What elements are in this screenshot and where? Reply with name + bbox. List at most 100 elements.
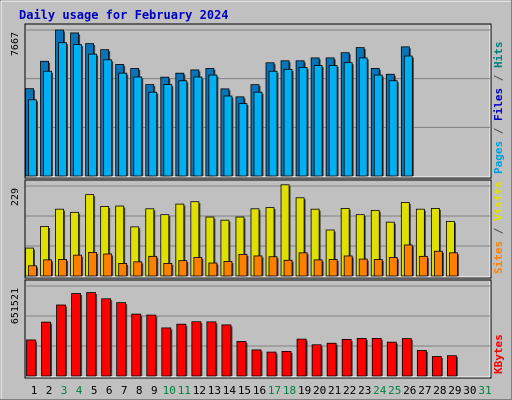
legend-bottom: KBytes [492, 334, 505, 374]
bar-middle-1-13 [208, 262, 218, 277]
bar-middle-1-27 [418, 255, 428, 277]
legend-entry-top-1: / [492, 121, 505, 141]
bar-top-1-3 [58, 42, 67, 177]
xtick-label-24: 24 [373, 384, 387, 397]
bar-middle-1-8 [133, 261, 143, 277]
bar-middle-1-17 [268, 256, 278, 277]
panel-middle: 229 Sites / Visits [10, 179, 505, 279]
bar-bottom-0-22 [341, 338, 352, 377]
ytick-label-middle: 229 [10, 188, 21, 206]
bar-top-1-16 [253, 91, 263, 177]
chart-panels: 7667 Pages / Files / Hits 229 Sites / Visit… [10, 23, 505, 379]
bar-middle-1-22 [343, 255, 353, 277]
bar-top-1-9 [148, 91, 158, 177]
xtick-label-8: 8 [136, 384, 143, 397]
bar-top-1-1 [28, 99, 37, 177]
bar-bottom-0-26 [401, 338, 412, 377]
bar-top-1-4 [73, 44, 82, 177]
bar-top-1-24 [373, 74, 383, 177]
xtick-label-9: 9 [151, 384, 158, 397]
bar-middle-1-7 [118, 263, 128, 277]
bar-bottom-0-1 [26, 339, 36, 377]
panel-bottom: 651521 KBytes [10, 279, 505, 379]
bar-bottom-0-3 [56, 304, 66, 377]
xtick-label-22: 22 [343, 384, 356, 397]
bar-bottom-0-8 [131, 313, 142, 377]
xtick-label-12: 12 [193, 384, 206, 397]
bar-middle-1-9 [148, 255, 158, 277]
bar-bottom-0-10 [161, 327, 172, 377]
bar-bottom-0-2 [41, 321, 51, 377]
bar-top-1-18 [283, 68, 293, 177]
chart-title: Daily usage for February 2024 [19, 8, 229, 22]
legend-entry-top-0: Pages [492, 141, 505, 174]
bar-bottom-0-21 [326, 342, 337, 377]
xtick-label-17: 17 [268, 384, 281, 397]
xtick-label-31: 31 [478, 384, 491, 397]
bar-bottom-0-5 [86, 292, 97, 377]
bar-middle-1-5 [88, 252, 98, 277]
x-axis-labels: 1 2 3 4 5 6 7 8 9 10 11 12 13 14 15 16 17 18 19 20 21 22 23 24 2… [31, 384, 492, 397]
xtick-label-6: 6 [106, 384, 113, 397]
bar-top-1-2 [43, 70, 52, 177]
xtick-label-19: 19 [298, 384, 311, 397]
bar-top-1-21 [328, 65, 338, 177]
bar-middle-1-24 [373, 259, 383, 277]
bar-middle-1-3 [58, 259, 67, 277]
bar-top-1-13 [208, 74, 218, 177]
legend-entry-middle-2: Visits [492, 181, 505, 221]
bar-middle-1-6 [103, 253, 113, 277]
bar-bottom-0-27 [416, 350, 427, 377]
xtick-label-20: 20 [313, 384, 326, 397]
legend-entry-top-3: / [492, 68, 505, 88]
legend-entry-top-4: Hits [492, 42, 505, 69]
bar-bottom-0-24 [371, 338, 382, 377]
xtick-label-30: 30 [463, 384, 476, 397]
bar-bottom-0-9 [146, 314, 157, 377]
xtick-label-5: 5 [91, 384, 98, 397]
bar-top-1-5 [88, 53, 98, 177]
bar-middle-1-25 [388, 257, 398, 277]
legend-entry-middle-1: / [492, 221, 505, 241]
bar-top-1-15 [238, 103, 248, 177]
bar-bottom-0-20 [311, 344, 322, 377]
bar-middle-1-21 [328, 259, 338, 277]
bar-bottom-0-14 [221, 324, 232, 377]
ytick-label-top: 7667 [10, 32, 21, 56]
xtick-label-2: 2 [46, 384, 53, 397]
bar-top-1-19 [298, 67, 308, 177]
xtick-label-23: 23 [358, 384, 371, 397]
panel-top: 7667 Pages / Files / Hits [10, 23, 505, 179]
bar-bottom-0-19 [296, 338, 307, 377]
xtick-label-18: 18 [283, 384, 296, 397]
bar-bottom-0-15 [236, 341, 247, 377]
xtick-label-26: 26 [403, 384, 416, 397]
bar-top-1-10 [163, 84, 173, 177]
bar-top-1-17 [268, 70, 278, 177]
bar-top-1-8 [133, 76, 143, 177]
bar-top-1-11 [178, 80, 188, 177]
bar-bottom-0-7 [116, 302, 127, 377]
bar-top-1-6 [103, 59, 113, 177]
bar-bottom-0-25 [386, 341, 397, 377]
bar-top-1-14 [223, 95, 233, 177]
bar-middle-1-19 [298, 252, 308, 277]
xtick-label-13: 13 [208, 384, 221, 397]
bar-middle-1-2 [43, 259, 52, 277]
xtick-label-1: 1 [31, 384, 38, 397]
bar-middle-1-11 [178, 260, 188, 277]
legend-entry-top-2: Files [492, 88, 505, 121]
ytick-label-bottom: 651521 [10, 288, 21, 324]
xtick-label-3: 3 [61, 384, 68, 397]
bar-bottom-0-12 [191, 321, 202, 377]
legend-top: Pages / Files / Hits [492, 42, 505, 175]
bar-bottom-0-16 [251, 349, 262, 377]
xtick-label-11: 11 [178, 384, 191, 397]
bar-bottom-0-4 [71, 293, 81, 377]
bar-bottom-0-28 [431, 356, 442, 377]
bar-top-1-12 [193, 76, 203, 177]
legend-middle: Sites / Visits [492, 181, 505, 274]
bar-middle-1-29 [449, 252, 458, 277]
bar-middle-1-10 [163, 263, 173, 277]
